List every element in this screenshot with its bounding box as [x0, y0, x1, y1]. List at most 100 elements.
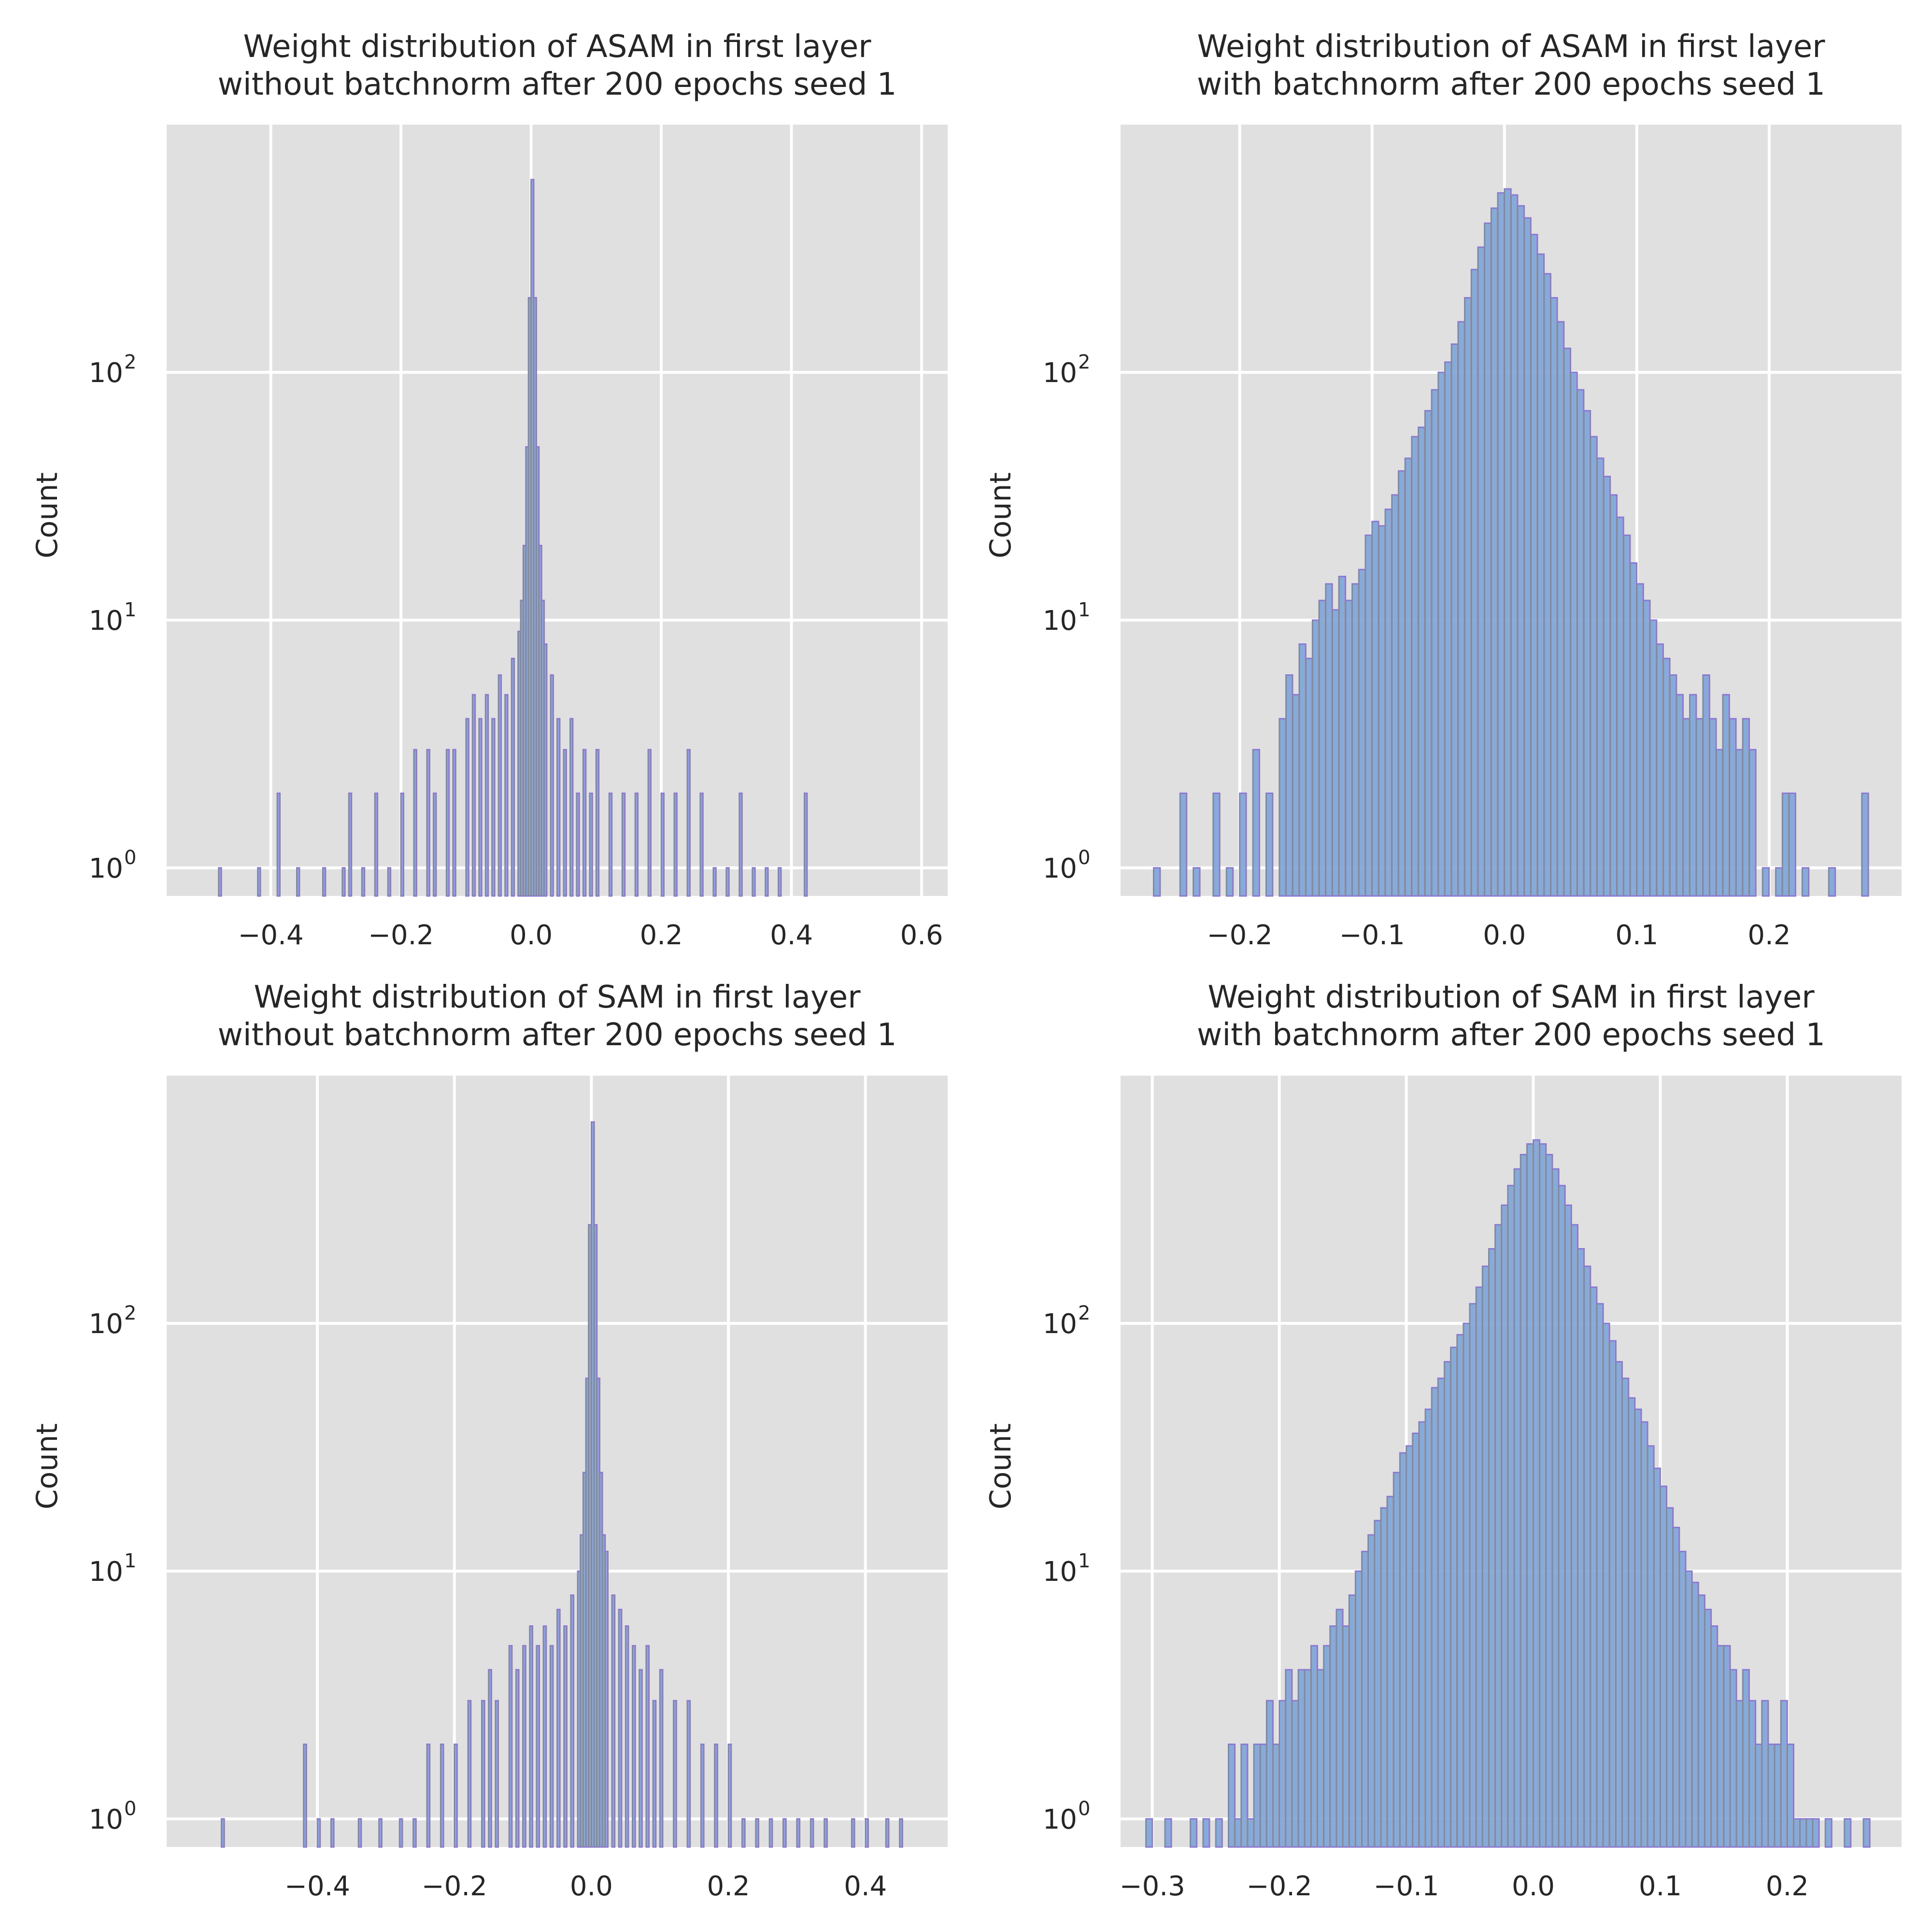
histogram-bar — [1504, 188, 1512, 897]
histogram-bar — [1799, 1818, 1807, 1848]
x-tick-label: −0.2 — [1207, 920, 1273, 951]
y-axis-label: Count — [984, 1423, 1018, 1509]
y-tick-exponent: 1 — [124, 599, 136, 621]
histogram-bar — [1812, 1818, 1820, 1848]
histogram-bar — [1609, 494, 1618, 897]
histogram-bar — [1862, 1818, 1871, 1848]
histogram-bar — [1354, 1570, 1363, 1848]
histogram-bar — [1520, 1154, 1528, 1848]
y-tick-exponent: 0 — [124, 847, 136, 869]
histogram-bar — [1556, 321, 1565, 897]
histogram-bar — [1469, 1303, 1477, 1848]
histogram-bar — [1190, 1818, 1198, 1848]
y-tick-label: 10 — [1043, 1308, 1077, 1340]
histogram-bar — [1279, 718, 1287, 897]
histogram-bar — [1697, 1594, 1705, 1848]
histogram-bar — [1781, 792, 1790, 897]
histogram-bar — [1444, 1361, 1452, 1848]
histogram-bar — [1335, 1608, 1344, 1848]
histogram-bar — [1406, 1445, 1414, 1848]
histogram-bar — [1583, 410, 1591, 897]
chart-title-line2: with batchnorm after 200 epochs seed 1 — [1197, 1017, 1825, 1053]
y-tick-exponent: 2 — [1078, 351, 1090, 373]
histogram-bar — [1662, 657, 1671, 897]
y-tick-label: 10 — [89, 1804, 123, 1835]
histogram-bar — [1596, 457, 1605, 897]
chart-title-line2: with batchnorm after 200 epochs seed 1 — [1197, 67, 1825, 102]
histogram-bar — [1252, 749, 1261, 897]
y-tick-label: 10 — [89, 357, 123, 389]
histogram-bar — [1659, 1485, 1667, 1848]
histogram-bar — [1431, 1387, 1439, 1848]
histogram-bar — [1378, 525, 1386, 897]
y-tick-exponent: 0 — [124, 1798, 136, 1820]
histogram-bar — [1767, 1743, 1776, 1848]
histogram-bar — [1640, 1421, 1648, 1848]
histogram-bar — [1616, 516, 1624, 897]
histogram-bar — [1298, 643, 1307, 897]
x-tick-label: 0.1 — [1615, 920, 1658, 951]
histogram-bar — [1399, 1452, 1407, 1848]
histogram-bar — [1723, 1645, 1731, 1848]
histogram-bar — [1762, 867, 1770, 897]
histogram-bar — [1240, 1743, 1249, 1848]
chart-title-line1: Weight distribution of SAM in first laye… — [254, 980, 861, 1015]
histogram-bar — [1793, 1818, 1801, 1848]
histogram-bar — [1551, 1168, 1560, 1848]
histogram-bar — [1318, 599, 1327, 897]
histogram-bar — [1682, 718, 1690, 897]
histogram-bar — [1494, 1224, 1503, 1848]
histogram-bar — [1391, 494, 1399, 897]
histogram-bar — [1710, 1625, 1719, 1848]
histogram-bar — [1564, 1204, 1572, 1848]
histogram-bar — [1545, 1154, 1553, 1848]
x-tick-label: 0.6 — [900, 920, 943, 951]
x-tick-label: −0.2 — [422, 1871, 487, 1902]
histogram-bar — [1672, 1527, 1680, 1848]
chart-panel-3: Weight distribution of SAM in first laye… — [30, 980, 948, 1902]
y-axis-label: Count — [30, 1423, 64, 1509]
histogram-bar — [1311, 619, 1320, 897]
x-tick-label: 0.0 — [510, 920, 553, 951]
histogram-bar — [1338, 576, 1347, 897]
histogram-bar — [1444, 361, 1452, 897]
x-tick-label: 0.2 — [707, 1871, 750, 1902]
y-tick-label: 10 — [1043, 1556, 1077, 1588]
x-tick-label: 0.4 — [770, 920, 813, 951]
histogram-bar — [1702, 674, 1710, 897]
y-tick-exponent: 2 — [124, 1302, 136, 1324]
y-tick-exponent: 1 — [1078, 1550, 1090, 1572]
chart-panel-4: Weight distribution of SAM in first laye… — [984, 980, 1902, 1902]
histogram-bar — [1329, 1625, 1337, 1848]
histogram-bar — [1374, 1520, 1382, 1848]
histogram-bar — [1539, 1143, 1547, 1848]
histogram-bar — [1666, 1507, 1674, 1848]
histogram-bar — [1348, 1594, 1356, 1848]
chart-title-line2: without batchnorm after 200 epochs seed … — [218, 1017, 897, 1053]
histogram-bar — [1774, 1743, 1782, 1848]
histogram-bar — [1470, 269, 1479, 897]
histogram-bar — [1685, 1570, 1693, 1848]
histogram-bar — [1695, 718, 1704, 897]
histogram-bar — [1202, 1818, 1210, 1848]
histogram-bar — [1437, 371, 1446, 897]
histogram-bar — [1153, 867, 1161, 897]
y-tick-label: 10 — [1043, 1804, 1077, 1835]
y-tick-exponent: 1 — [124, 1550, 136, 1572]
histogram-bar — [1526, 1143, 1534, 1848]
histogram-bar — [1530, 234, 1538, 897]
histogram-bar — [1179, 792, 1188, 897]
histogram-bar — [1577, 1248, 1585, 1848]
chart-title-line1: Weight distribution of ASAM in first lay… — [243, 29, 872, 65]
histogram-bar — [1653, 1467, 1661, 1848]
histogram-bar — [1345, 599, 1353, 897]
histogram-bar — [1507, 1185, 1515, 1848]
histogram-bar — [1629, 562, 1638, 897]
histogram-bar — [1570, 1224, 1578, 1848]
y-tick-exponent: 2 — [1078, 1302, 1090, 1324]
histogram-bar — [1844, 1818, 1852, 1848]
histogram-bar — [1464, 297, 1472, 897]
histogram-bar — [1323, 1645, 1331, 1848]
histogram-bar — [1755, 1743, 1763, 1848]
